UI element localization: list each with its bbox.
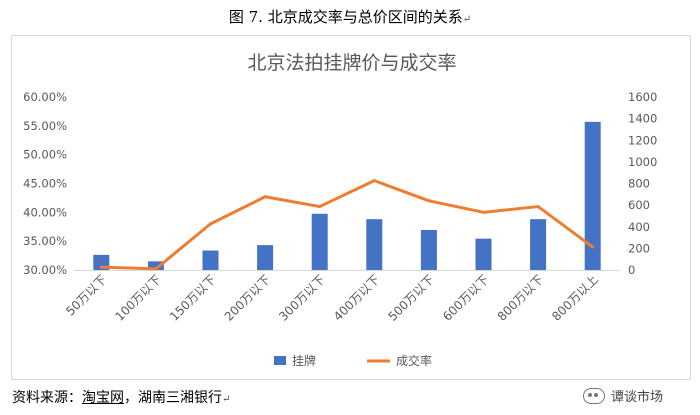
- line-point: [263, 195, 267, 199]
- source-note: 资料来源：淘宝网，湖南三湘银行↵: [12, 387, 230, 407]
- x-tick-label: 400万以下: [331, 272, 383, 324]
- x-tick-label: 800万以上: [549, 272, 601, 324]
- line-series-rate: [99, 179, 595, 271]
- y-right-tick-label: 400: [628, 220, 650, 234]
- y-left-tick-label: 45.00%: [23, 177, 67, 191]
- return-mark-icon: ↵: [222, 394, 231, 405]
- line-point: [372, 179, 376, 183]
- line-point: [482, 210, 485, 214]
- legend-label-bar: 挂牌: [292, 354, 316, 368]
- line-point: [318, 205, 322, 209]
- wechat-icon: [583, 387, 605, 404]
- bar: [530, 219, 547, 270]
- y-left-tick-label: 60.00%: [23, 90, 67, 104]
- bar: [311, 213, 328, 270]
- y-left-tick-label: 35.00%: [23, 234, 67, 248]
- bar: [584, 121, 601, 271]
- source-rest: ，湖南三湘银行: [124, 390, 222, 406]
- watermark-text: 谭谈市场: [611, 390, 664, 405]
- line-point: [427, 199, 431, 203]
- chart-title: 北京法拍挂牌价与成交率: [247, 52, 456, 74]
- bar: [147, 261, 164, 270]
- line-point: [154, 267, 158, 271]
- y-right-tick-label: 1600: [628, 90, 657, 104]
- x-tick-label: 100万以下: [112, 272, 164, 324]
- bar: [420, 229, 437, 270]
- line-point: [99, 265, 103, 269]
- x-tick-label: 600万以下: [440, 272, 492, 324]
- line-point: [209, 222, 212, 226]
- x-tick-label: 800万以下: [495, 272, 547, 324]
- y-right-tick-label: 1200: [628, 133, 657, 147]
- figure-caption: 图 7. 北京成交率与总价区间的关系↵: [0, 6, 700, 27]
- x-tick-label: 200万以下: [222, 272, 274, 324]
- bar: [475, 238, 492, 270]
- y-left-tick-label: 50.00%: [23, 148, 67, 162]
- bar: [257, 245, 274, 270]
- bar: [366, 219, 383, 270]
- y-left-tick-label: 40.00%: [23, 205, 67, 219]
- source-prefix: 资料来源：: [12, 390, 82, 406]
- y-right-tick-label: 1000: [628, 155, 657, 169]
- y-left-tick-label: 30.00%: [23, 263, 67, 277]
- line-point: [536, 205, 540, 209]
- line-point: [591, 245, 595, 249]
- bar: [202, 250, 219, 270]
- chart: 北京法拍挂牌价与成交率 30.00% 35.00% 40.00% 45.00% 50.00…: [23, 52, 657, 368]
- watermark: 谭谈市场: [583, 386, 663, 405]
- source-link[interactable]: 淘宝网: [82, 390, 124, 406]
- x-tick-label: 50万以下: [63, 272, 109, 318]
- y-left-tick-label: 55.00%: [23, 119, 67, 133]
- y-right-tick-label: 600: [628, 198, 650, 212]
- legend-swatch-bar: [274, 356, 286, 365]
- chart-frame: 北京法拍挂牌价与成交率 30.00% 35.00% 40.00% 45.00% 50.00…: [11, 35, 691, 380]
- y-right-tick-label: 0: [628, 263, 635, 277]
- figure-caption-text: 图 7. 北京成交率与总价区间的关系: [228, 8, 463, 26]
- y-right-tick-label: 1400: [628, 112, 657, 126]
- y-right-tick-label: 800: [628, 177, 650, 191]
- x-tick-label: 150万以下: [167, 272, 219, 324]
- x-tick-label: 500万以下: [385, 272, 437, 324]
- x-tick-label: 300万以下: [276, 272, 328, 324]
- y-right-tick-label: 200: [628, 241, 650, 255]
- return-mark-icon: ↵: [462, 14, 472, 25]
- legend-label-line: 成交率: [396, 353, 432, 368]
